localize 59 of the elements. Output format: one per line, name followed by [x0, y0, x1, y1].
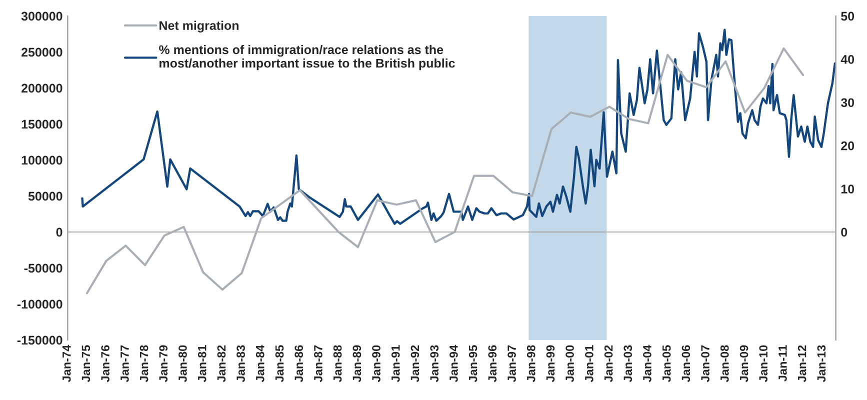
x-tick-label: Jan-94	[450, 344, 458, 382]
x-tick-label: Jan-86	[294, 345, 304, 382]
x-tick-label: Jan-74	[62, 344, 71, 382]
x-tick-label: Jan-76	[101, 345, 110, 382]
x-tick-label: Jan-06	[682, 345, 690, 382]
x-tick-label: Jan-98	[526, 345, 536, 382]
y-tick-label: 150000	[22, 120, 62, 129]
x-tick-label: Jan-78	[140, 345, 148, 382]
x-tick-label: Jan-80	[178, 345, 187, 382]
x-tick-label: Jan-00	[566, 345, 574, 382]
y-tick-label: 300000	[21, 12, 62, 21]
x-tick-label: Jan-90	[372, 345, 380, 382]
x-tick-label: Jan-75	[82, 345, 90, 382]
x-tick-label: Jan-96	[488, 345, 497, 382]
y-tick-label: 250000	[21, 48, 62, 57]
x-tick-label: Jan-02	[604, 345, 613, 382]
x-tick-label: Jan-95	[468, 345, 478, 382]
x-tick-label: Jan-04	[643, 344, 652, 382]
x-tick-label: Jan-08	[720, 345, 729, 382]
y2-tick-label: 0	[841, 228, 848, 237]
x-tick-label: Jan-97	[508, 345, 516, 382]
y-tick-label: -50000	[24, 264, 62, 273]
x-tick-label: Jan-07	[701, 345, 710, 382]
y2-tick-label: 50	[841, 12, 854, 21]
x-tick-label: Jan-88	[333, 345, 342, 382]
y-tick-label: -100000	[17, 300, 62, 309]
y-tick-label: 0	[56, 228, 62, 237]
x-tick-label: Jan-13	[817, 345, 826, 382]
y2-tick-label: 10	[841, 184, 854, 194]
y-tick-label: 200000	[21, 84, 62, 93]
y-tick-label: 100000	[22, 156, 62, 165]
y2-tick-label: 30	[840, 98, 854, 108]
legend-label: % mentions of immigration/race relations as the most/another important issue to the British public	[159, 44, 455, 70]
x-tick-label: Jan-11	[778, 345, 787, 382]
x-tick-label: Jan-09	[740, 345, 748, 382]
y-tick-label: -150000	[17, 336, 62, 345]
legend-label: Net migration	[160, 20, 238, 32]
x-tick-label: Jan-83	[236, 345, 245, 382]
y2-tick-label: 20	[841, 141, 854, 150]
x-tick-label: Jan-82	[217, 345, 226, 382]
x-tick-label: Jan-87	[314, 345, 322, 382]
x-tick-label: Jan-99	[546, 345, 555, 382]
x-tick-label: Jan-93	[430, 345, 439, 382]
y-tick-label: 50000	[28, 192, 62, 201]
x-tick-label: Jan-91	[391, 345, 400, 382]
y2-tick-label: 40	[840, 55, 854, 64]
x-tick-label: Jan-85	[275, 345, 284, 382]
x-tick-label: Jan-05	[662, 345, 671, 382]
x-tick-label: Jan-81	[198, 345, 206, 382]
x-tick-label: Jan-79	[159, 345, 168, 382]
x-tick-label: Jan-89	[352, 345, 362, 382]
x-tick-label: Jan-92	[410, 345, 420, 382]
x-tick-label: Jan-84	[256, 344, 264, 382]
x-tick-label: Jan-03	[624, 345, 632, 382]
x-tick-label: Jan-10	[759, 345, 768, 382]
x-tick-label: Jan-01	[585, 345, 594, 382]
x-tick-label: Jan-12	[798, 345, 806, 382]
x-tick-label: Jan-77	[120, 345, 129, 382]
line-series	[86, 47, 804, 294]
